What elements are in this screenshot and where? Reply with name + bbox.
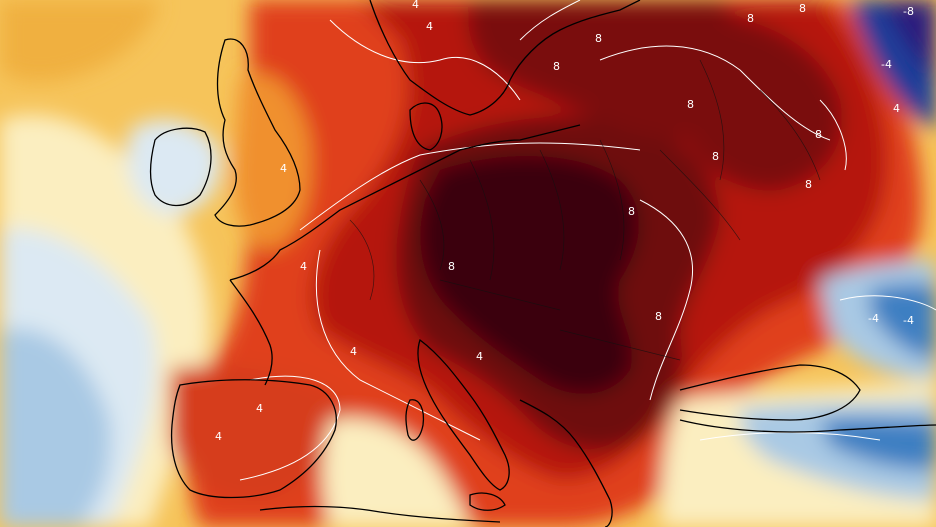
contour-line (819, 99, 847, 171)
country-border (439, 279, 561, 311)
country-borders (349, 59, 821, 361)
contour-lines (239, 0, 936, 481)
country-border (419, 179, 445, 271)
contour-label: 4 (350, 345, 357, 358)
contour-label: 4 (300, 260, 307, 273)
contour-label: 8 (687, 98, 694, 111)
coastlines (149, 0, 936, 527)
turkey-coastline (679, 419, 936, 433)
contour-label: 8 (747, 12, 754, 25)
northeast-extreme-cold (880, 0, 936, 80)
country-border (599, 139, 625, 261)
iberia-warm-zone (170, 366, 342, 501)
russia-very-high-zone (656, 14, 842, 191)
contour-label: 8 (553, 60, 560, 73)
contour-label: -4 (903, 314, 914, 327)
great-britain-coastline (214, 38, 301, 227)
contour-line (329, 19, 521, 101)
balkans-coastline (519, 399, 613, 527)
contour-line (299, 142, 641, 231)
mild-warm-uk-zone (233, 73, 311, 250)
black-sea-coastline (679, 364, 861, 421)
contour-label: 8 (448, 260, 455, 273)
contour-label: 4 (412, 0, 419, 11)
continental-coastline (229, 124, 581, 281)
contour-line (239, 375, 341, 481)
sicily-coastline (469, 492, 506, 511)
ireland-cool-zone (127, 119, 221, 215)
denmark-coastline (409, 102, 443, 151)
contour-label: -8 (903, 5, 914, 18)
contour-line (599, 45, 831, 141)
italy-coastline (417, 338, 510, 491)
top-left-warm-zone (0, 0, 160, 82)
contour-label: 8 (799, 2, 806, 15)
southeast-cold-zone (820, 417, 936, 470)
iberia-coastline (170, 379, 337, 499)
contour-label: -4 (881, 58, 892, 71)
contour-label: 8 (805, 178, 812, 191)
north-africa-coastline (259, 505, 501, 523)
atlantic-cooler-zone (0, 328, 111, 527)
country-border (469, 159, 495, 281)
country-border (539, 149, 565, 271)
country-border (759, 89, 821, 181)
ireland-coastline (149, 127, 212, 207)
contour-label: 4 (215, 430, 222, 443)
country-border (559, 329, 681, 361)
contour-line (639, 199, 694, 401)
contour-label: 8 (595, 32, 602, 45)
contour-label: 4 (426, 20, 433, 33)
mediterranean-neutral-zone (322, 418, 470, 527)
contour-line (839, 295, 936, 311)
contour-label: 4 (476, 350, 483, 363)
contour-label: 4 (280, 162, 287, 175)
sardinia-coastline (405, 399, 425, 441)
contour-label: 8 (628, 205, 635, 218)
france-coastline (229, 279, 273, 386)
contour-label: 8 (815, 128, 822, 141)
country-border (659, 149, 741, 241)
contour-label: 4 (256, 402, 263, 415)
contour-line (315, 249, 481, 441)
contour-label: -4 (868, 312, 879, 325)
country-border (699, 59, 725, 181)
contour-label: 8 (712, 150, 719, 163)
country-border (349, 219, 375, 301)
contour-line (519, 0, 581, 41)
contour-label: 4 (893, 102, 900, 115)
extreme-anomaly-core (420, 156, 639, 394)
contour-label: 8 (655, 310, 662, 323)
scandinavia-coastline (369, 0, 641, 116)
